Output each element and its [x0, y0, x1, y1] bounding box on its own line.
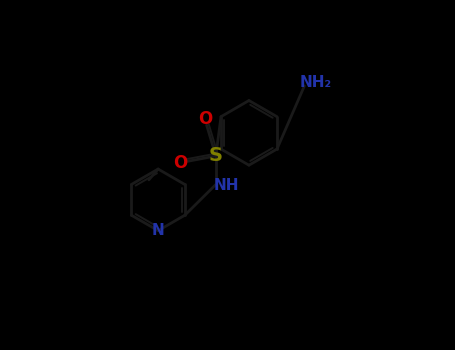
Text: S: S: [209, 146, 223, 166]
Text: O: O: [198, 110, 212, 128]
Text: O: O: [173, 154, 187, 172]
Text: N: N: [152, 223, 165, 238]
Text: NH: NH: [214, 178, 239, 194]
Text: NH₂: NH₂: [299, 75, 331, 90]
